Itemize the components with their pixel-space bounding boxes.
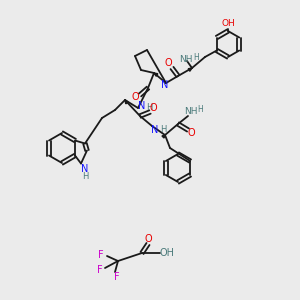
Text: O: O	[131, 92, 139, 102]
Text: OH: OH	[160, 248, 175, 258]
Text: H: H	[82, 172, 88, 181]
Text: OH: OH	[221, 20, 235, 28]
Polygon shape	[162, 135, 165, 138]
Text: H: H	[193, 52, 199, 62]
Text: F: F	[98, 250, 104, 260]
Text: H: H	[146, 103, 152, 112]
Text: F: F	[97, 265, 103, 275]
Text: F: F	[114, 272, 120, 282]
Text: N: N	[81, 164, 89, 175]
Text: O: O	[164, 58, 172, 68]
Polygon shape	[125, 100, 128, 104]
Text: O: O	[149, 103, 157, 113]
Text: N: N	[138, 101, 146, 111]
Text: O: O	[144, 234, 152, 244]
Text: N: N	[161, 80, 169, 90]
Text: H: H	[160, 125, 166, 134]
Text: O: O	[187, 128, 195, 138]
Polygon shape	[188, 68, 192, 71]
Text: NH: NH	[179, 55, 193, 64]
Text: H: H	[197, 106, 203, 115]
Polygon shape	[154, 73, 158, 76]
Text: N: N	[151, 125, 159, 135]
Text: NH: NH	[184, 107, 198, 116]
